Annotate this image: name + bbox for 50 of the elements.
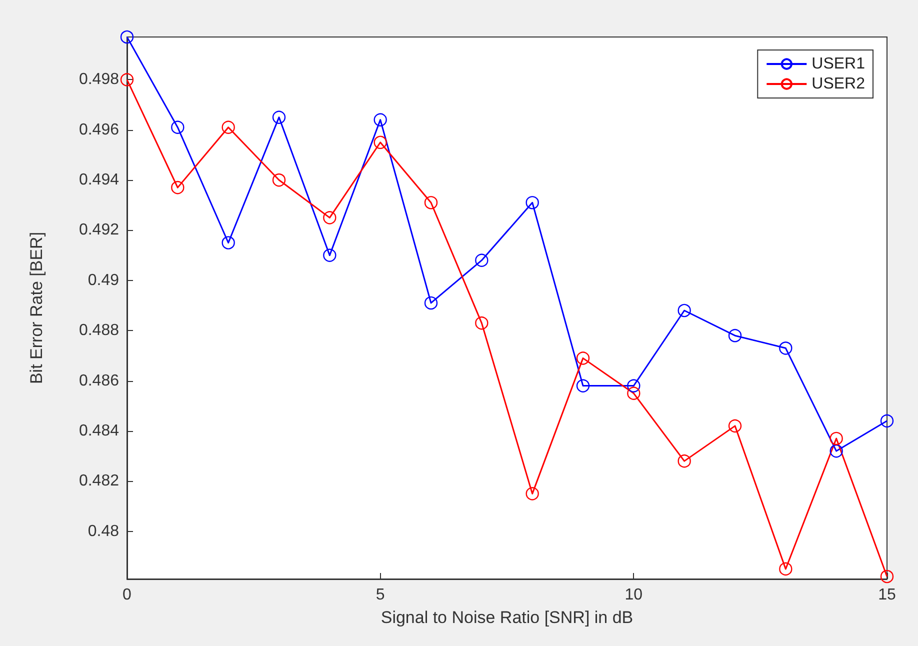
point [374,113,387,126]
point [272,110,286,124]
point [323,248,336,262]
y-tick-label: 0.48 [88,522,120,540]
y-tick-label: 0.494 [78,172,120,189]
point [830,432,843,446]
point [526,196,539,210]
point [576,379,590,392]
y-tick-label: 0.49 [88,272,120,289]
point [120,30,134,44]
point [627,386,640,400]
x-tick-label: 10 [624,586,643,604]
y-tick-label: 0.488 [78,322,120,340]
point [171,180,184,194]
point [779,562,792,576]
x-tick-label: 0 [122,586,132,604]
legend-label: USER2 [812,76,866,92]
y-tick-label: 0.486 [78,372,120,390]
point [526,487,539,500]
point [576,352,590,365]
point [323,211,336,224]
point [272,173,286,187]
point [374,136,387,149]
point [830,444,843,458]
y-tick-label: 0.496 [78,121,120,138]
point [678,304,691,318]
x-tick-label: 15 [878,586,896,604]
point [475,254,488,267]
y-axis-title: Bit Error Rate [BER] [27,232,46,384]
x-axis-title: Signal to Noise Ratio [SNR] in dB [380,608,634,627]
point [880,570,894,584]
x-tick-label: 5 [376,586,385,604]
point [171,120,184,134]
legend-label: USER1 [812,56,866,72]
point [120,73,134,86]
point [728,419,742,433]
point [678,454,691,468]
point [222,120,235,134]
y-tick-label: 0.482 [78,472,120,490]
point [222,236,235,250]
point [424,296,438,310]
y-tick-label: 0.498 [78,71,120,88]
point [424,196,438,210]
point [880,414,894,428]
point [627,379,640,392]
y-tick-label: 0.492 [78,222,120,239]
point [779,342,792,355]
point [475,316,488,330]
point [728,329,742,342]
y-tick-label: 0.484 [78,422,120,440]
